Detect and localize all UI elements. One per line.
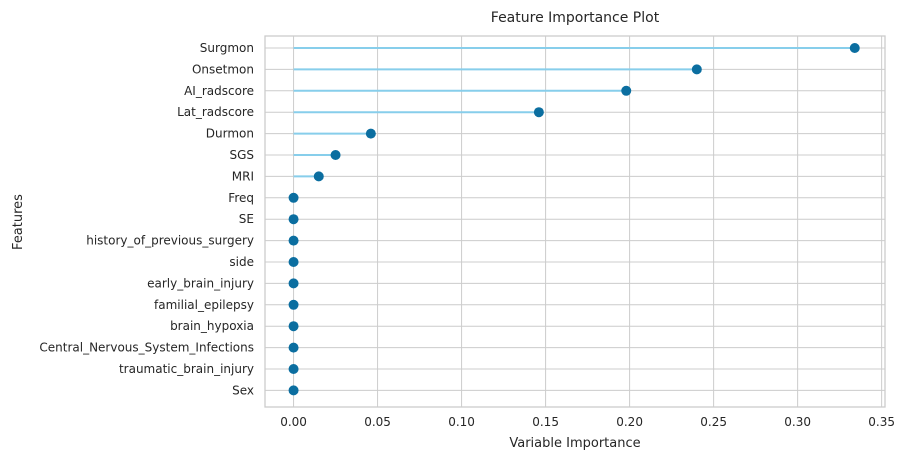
y-tick-label: traumatic_brain_injury [119, 362, 254, 376]
y-tick-label: Durmon [206, 127, 254, 141]
y-tick-label: Sex [232, 383, 254, 397]
x-axis-label: Variable Importance [509, 436, 640, 451]
importance-marker [288, 257, 299, 267]
importance-marker [691, 64, 702, 75]
x-tick-label: 0.35 [868, 415, 895, 429]
y-tick-label: familial_epilepsy [154, 298, 254, 312]
marker-layer [288, 43, 860, 396]
x-tick-label: 0.25 [700, 415, 727, 429]
importance-marker [288, 342, 299, 353]
y-tick-label: SE [239, 212, 254, 226]
y-tick-label: Lat_radscore [177, 105, 254, 119]
importance-marker [288, 299, 299, 310]
importance-marker [288, 214, 299, 225]
chart-title: Feature Importance Plot [491, 10, 660, 26]
y-tick-label: Central_Nervous_System_Infections [39, 341, 254, 355]
importance-marker [533, 107, 544, 118]
y-tick-label: SGS [229, 148, 254, 162]
y-tick-label: Freq [228, 191, 254, 205]
y-tick-label: early_brain_injury [147, 276, 254, 290]
importance-marker [313, 171, 324, 182]
importance-marker [288, 385, 299, 396]
x-tick-label: 0.05 [364, 415, 391, 429]
y-tick-label: brain_hypoxia [170, 319, 254, 333]
importance-marker [288, 235, 299, 246]
importance-marker [288, 321, 299, 332]
stem-layer [293, 47, 855, 178]
y-tick-label: AI_radscore [184, 84, 254, 98]
x-tick-label: 0.10 [448, 415, 475, 429]
x-tick-label: 0.30 [784, 415, 811, 429]
x-tick-labels: 0.00 0.05 0.10 0.15 0.20 0.25 0.30 0.35 [280, 415, 895, 429]
y-tick-label: history_of_previous_surgery [86, 234, 254, 248]
y-axis-label: Features [11, 194, 26, 250]
x-tick-label: 0.15 [532, 415, 559, 429]
importance-marker [849, 43, 860, 53]
importance-marker [330, 150, 341, 160]
x-tick-label: 0.00 [280, 415, 307, 429]
importance-marker [288, 192, 299, 203]
y-tick-labels: Surgmon Onsetmon AI_radscore Lat_radscore Du… [39, 41, 254, 397]
importance-marker [621, 85, 632, 96]
plot-frame [264, 35, 886, 408]
y-tick-label: Onsetmon [192, 62, 254, 76]
y-tick-label: Surgmon [200, 41, 254, 55]
x-tick-label: 0.20 [616, 415, 643, 429]
importance-marker [288, 278, 299, 289]
importance-marker [365, 128, 376, 139]
y-tick-label: MRI [232, 169, 254, 183]
importance-marker [288, 364, 299, 374]
y-tick-label: side [229, 255, 254, 269]
